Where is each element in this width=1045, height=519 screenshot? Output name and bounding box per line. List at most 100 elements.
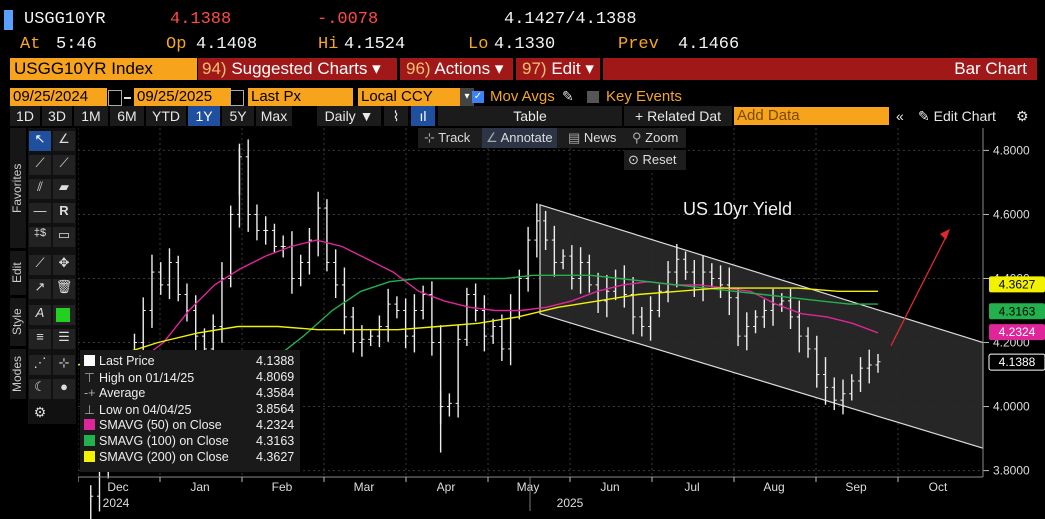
legend-row-high: ⊤ High on 01/14/25 bbox=[84, 371, 195, 385]
zoom-button[interactable]: ⚲ Zoom bbox=[632, 130, 679, 145]
reset-icon: ⊙ bbox=[628, 152, 643, 167]
prev-label: Prev bbox=[618, 35, 659, 54]
color-icon[interactable] bbox=[52, 304, 76, 326]
tab-favorites[interactable]: Favorites bbox=[10, 128, 26, 248]
legend-row-sma50: SMAVG (50) on Close bbox=[84, 418, 222, 432]
news-button[interactable]: ▤ News bbox=[568, 130, 617, 145]
low-label: Lo bbox=[468, 35, 489, 54]
tab-edit[interactable]: Edit bbox=[10, 251, 26, 295]
line-chart-icon[interactable]: ⌇ bbox=[384, 106, 409, 126]
chart-legend: Last Price 4.1388 ⊤ High on 01/14/25 4.80… bbox=[80, 350, 300, 472]
trendline-icon[interactable]: ⟋ bbox=[28, 154, 52, 176]
annotate-button[interactable]: ∠ Annotate bbox=[482, 128, 557, 148]
track-button[interactable]: ⊹ Track bbox=[424, 130, 471, 145]
table-button[interactable]: Table bbox=[438, 106, 623, 126]
x-tick-label: Dec bbox=[107, 480, 128, 494]
currency-selector[interactable]: Local CCY bbox=[358, 88, 461, 106]
period-selector[interactable]: Daily ▼ bbox=[317, 106, 382, 126]
ticker: USGG10YR bbox=[24, 10, 106, 29]
line-style-icon[interactable]: ☰ bbox=[52, 328, 76, 350]
ray-icon[interactable]: ⟋ bbox=[52, 154, 76, 176]
draw-icon[interactable]: ∠ bbox=[52, 130, 76, 152]
high-label: Hi bbox=[318, 35, 339, 54]
fill-icon[interactable]: ▰ bbox=[52, 178, 76, 200]
move-icon[interactable]: ✥ bbox=[52, 254, 76, 276]
tab-modes[interactable]: Modes bbox=[10, 349, 26, 399]
edit-menu[interactable]: 97) Edit ▾ bbox=[522, 59, 594, 78]
moving-averages bbox=[78, 239, 879, 376]
legend-value: 4.3627 bbox=[256, 450, 295, 464]
range-bar: 1D 3D 1M 6M YTD 1Y 5Y Max Daily ▼ ⌇ ıl Table + … bbox=[10, 106, 1037, 126]
annotation-arrowhead bbox=[940, 228, 950, 240]
related-data-button[interactable]: + Related Dat bbox=[624, 106, 733, 126]
mov-avgs-checkbox[interactable]: ✓ bbox=[472, 91, 484, 103]
x-tick-label: Oct bbox=[929, 480, 948, 494]
ma-line-smavg-200- bbox=[78, 287, 878, 366]
pencil-icon: ∠ bbox=[486, 130, 501, 145]
line-weight-icon[interactable]: ≡ bbox=[28, 328, 52, 350]
pointer-icon[interactable]: ↗ bbox=[28, 278, 52, 300]
range-1y[interactable]: 1Y bbox=[188, 106, 221, 126]
x-tick-label: Mar bbox=[354, 480, 375, 494]
tab-style[interactable]: Style bbox=[10, 298, 26, 346]
trash-icon[interactable]: 🗑 bbox=[52, 278, 76, 300]
reset-button[interactable]: ⊙ Reset bbox=[624, 150, 686, 170]
gear-icon[interactable]: ⚙ bbox=[1016, 108, 1029, 124]
bar-chart-icon[interactable]: ıl bbox=[411, 106, 436, 126]
actions-menu[interactable]: 96) Actions ▾ bbox=[406, 59, 504, 78]
price-bars bbox=[90, 139, 881, 519]
dotted-line-icon[interactable]: ⋰ bbox=[28, 354, 52, 376]
add-data-input[interactable]: Add Data bbox=[734, 107, 889, 125]
pen-icon[interactable]: ⟋ bbox=[28, 254, 52, 276]
axis-badge bbox=[989, 276, 1045, 293]
range-6m[interactable]: 6M bbox=[110, 106, 145, 126]
range-3d[interactable]: 3D bbox=[42, 106, 73, 126]
end-date-field[interactable]: 09/25/2025 bbox=[134, 88, 231, 106]
range-ytd[interactable]: YTD bbox=[146, 106, 187, 126]
legend-row-sma200: SMAVG (200) on Close bbox=[84, 450, 229, 464]
range-max[interactable]: Max bbox=[256, 106, 293, 126]
chart-toolbar: ⊹ Track ∠ Annotate ▤ News ⚲ Zoom bbox=[418, 128, 686, 148]
legend-row-last-price: Last Price bbox=[84, 354, 155, 368]
calendar-icon[interactable] bbox=[108, 90, 122, 106]
range-1m[interactable]: 1M bbox=[74, 106, 109, 126]
x-tick-label: Feb bbox=[272, 480, 293, 494]
security-field[interactable]: USGG10YR Index bbox=[10, 58, 197, 80]
crosshair-icon[interactable]: ⊹ bbox=[52, 354, 76, 376]
channel-icon[interactable]: ⫽ bbox=[28, 178, 52, 200]
range-5y[interactable]: 5Y bbox=[222, 106, 255, 126]
date-dash bbox=[124, 97, 131, 99]
hline-icon[interactable]: — bbox=[28, 202, 52, 224]
legend-value: 4.3584 bbox=[256, 386, 295, 400]
collapse-icon[interactable]: « bbox=[896, 108, 904, 124]
cursor-icon[interactable]: ↖ bbox=[28, 130, 52, 152]
ticker-marker bbox=[4, 10, 13, 30]
price-label-icon[interactable]: ‡$ bbox=[28, 226, 52, 248]
year-label: 2025 bbox=[557, 496, 584, 510]
start-date-field[interactable]: 09/25/2024 bbox=[10, 88, 107, 106]
magnet-icon[interactable]: ☾ bbox=[28, 378, 52, 400]
range-1d[interactable]: 1D bbox=[10, 106, 41, 126]
currency-dropdown-icon[interactable]: ▾ bbox=[460, 88, 474, 106]
prev-value: 4.1466 bbox=[678, 35, 740, 54]
menu-bar: 94) Suggested Charts ▾ 96) Actions ▾ 97)… bbox=[198, 58, 1037, 80]
key-events-checkbox[interactable] bbox=[587, 91, 599, 103]
ma-line-smavg-100- bbox=[245, 274, 878, 376]
quote-time: 5:46 bbox=[56, 35, 97, 54]
legend-value: 4.1388 bbox=[256, 354, 295, 368]
field-selector[interactable]: Last Px bbox=[248, 88, 353, 106]
quote-header-row2: At 5:46 Op 4.1408 Hi 4.1524 Lo 4.1330 Pr… bbox=[0, 35, 1045, 57]
pencil-icon[interactable]: ✎ bbox=[562, 88, 574, 104]
palette-icon[interactable]: ● bbox=[52, 378, 76, 400]
y-tick-label: 4.6000 bbox=[993, 207, 1030, 221]
text-icon[interactable]: R bbox=[52, 202, 76, 224]
edit-chart-button[interactable]: ✎ Edit Chart bbox=[918, 108, 996, 124]
year-label: 2024 bbox=[103, 496, 130, 510]
rectangle-icon[interactable]: ▭ bbox=[52, 226, 76, 248]
settings-icon[interactable]: ⚙ bbox=[33, 404, 47, 420]
calendar-icon[interactable] bbox=[230, 90, 244, 106]
font-icon[interactable]: A bbox=[28, 304, 52, 326]
suggested-charts-menu[interactable]: 94) Suggested Charts ▾ bbox=[202, 59, 381, 78]
legend-value: 3.8564 bbox=[256, 402, 295, 416]
menu-separator bbox=[513, 58, 516, 80]
